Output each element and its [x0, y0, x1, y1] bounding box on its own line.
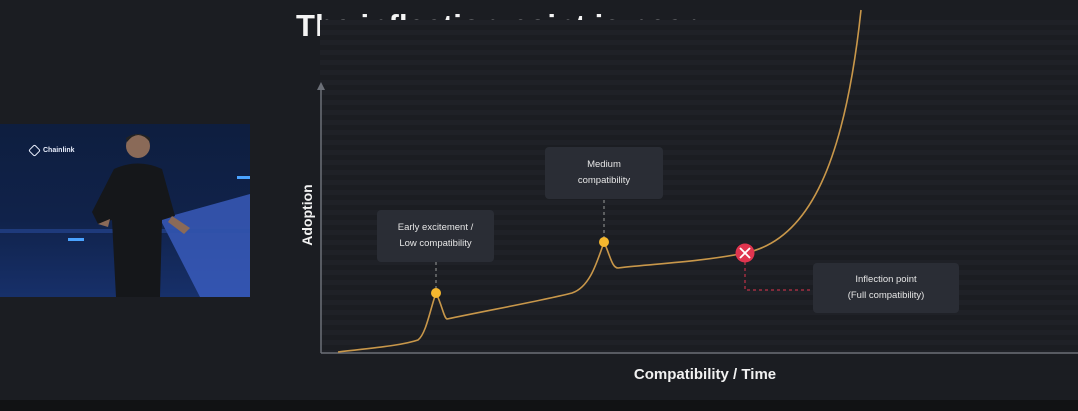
callout-line: (Full compatibility)	[847, 290, 925, 301]
plot-area	[320, 20, 1078, 354]
chainlink-logo-text: Chainlink	[43, 147, 75, 154]
presenter-video-feed: Chainlink	[0, 124, 250, 297]
presenter-figure	[0, 134, 250, 297]
early-excitement-marker	[431, 288, 441, 298]
medium-compatibility-marker	[599, 237, 609, 247]
callout-inflection-point: Inflection point (Full compatibility)	[813, 263, 959, 313]
presentation-slide: The inflection point is near Chainlink	[0, 8, 1078, 383]
callout-medium-compatibility: Medium compatibility	[545, 147, 663, 199]
chainlink-logo: Chainlink	[28, 144, 75, 157]
y-axis-label: Adoption	[299, 184, 315, 246]
callout-line: Medium	[587, 159, 621, 170]
inflection-leader	[744, 262, 813, 291]
adoption-curve	[337, 9, 862, 353]
bottom-bar	[0, 400, 1078, 411]
x-axis-label: Compatibility / Time	[633, 366, 777, 383]
callout-line: Low compatibility	[399, 238, 472, 249]
callout-early-excitement: Early excitement / Low compatibility	[377, 210, 494, 262]
adoption-chart	[317, 9, 1078, 354]
close-x-icon	[739, 247, 751, 259]
callout-line: Early excitement /	[397, 222, 474, 233]
y-axis-arrow-icon	[317, 82, 325, 90]
callout-line: Inflection point	[855, 274, 917, 285]
callout-line: compatibility	[577, 175, 631, 186]
